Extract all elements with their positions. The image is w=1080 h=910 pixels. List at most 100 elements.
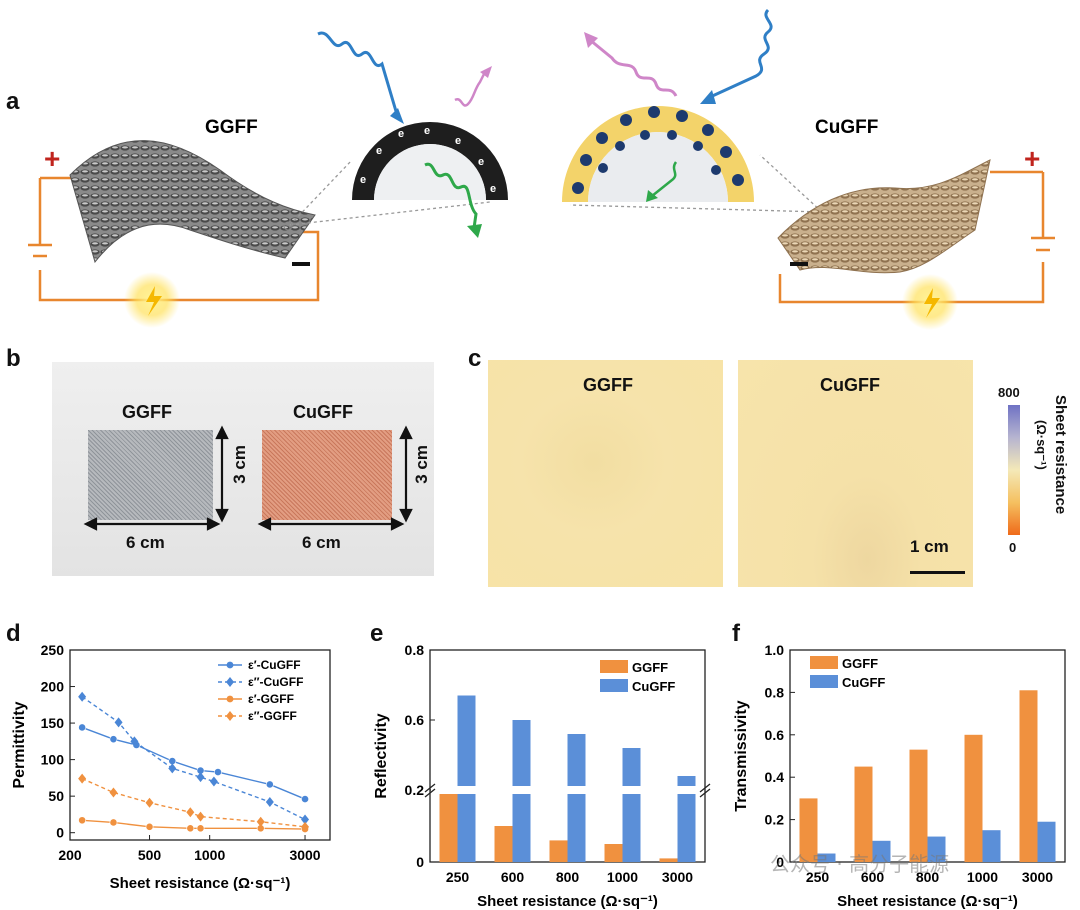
data-point xyxy=(256,816,265,827)
data-point xyxy=(109,735,118,744)
bar xyxy=(604,844,623,862)
bar xyxy=(659,858,678,862)
y-tick-label: 0.8 xyxy=(405,642,425,658)
x-tick-label: 600 xyxy=(501,869,525,885)
left-lightning-icon xyxy=(146,286,162,316)
ggff-incident-wave xyxy=(317,31,400,119)
legend-label: CuGFF xyxy=(632,679,675,694)
bar xyxy=(1019,690,1038,862)
axis-break-mark xyxy=(424,788,436,798)
schematic-ggff-label: GGFF xyxy=(205,117,258,138)
x-tick-label: 250 xyxy=(446,869,470,885)
colorbar-min: 0 xyxy=(1009,540,1017,555)
ggff-height-label: 3 cm xyxy=(230,445,249,484)
panel-label-c: c xyxy=(468,345,482,372)
legend-swatch xyxy=(600,679,628,692)
svg-text:e: e xyxy=(376,145,382,157)
y-tick-label: 150 xyxy=(41,715,65,731)
bar xyxy=(1037,821,1056,862)
right-lightning-icon xyxy=(924,288,940,318)
series-line xyxy=(81,726,306,800)
ggff-sample xyxy=(88,430,213,520)
x-tick-label: 200 xyxy=(58,847,82,863)
left-plus-sign: + xyxy=(44,143,60,174)
x-tick-label: 1000 xyxy=(194,847,225,863)
data-point xyxy=(109,818,118,827)
svg-text:e: e xyxy=(455,135,461,147)
legend-label: CuGFF xyxy=(842,675,885,690)
x-tick-label: 1000 xyxy=(967,869,998,885)
svg-text:e: e xyxy=(398,128,404,140)
data-point xyxy=(301,795,309,803)
legend-marker xyxy=(226,695,234,703)
y-tick-label: 0.4 xyxy=(765,769,785,785)
colorbar xyxy=(1008,405,1020,535)
legend-marker xyxy=(226,677,234,687)
data-point xyxy=(145,797,154,808)
left-circuit xyxy=(38,176,320,302)
ggff-electrons: e e e e e e e xyxy=(360,125,496,195)
ggff-fabric xyxy=(69,140,316,264)
permittivity-chart: 0 50 100 150 200 250 200 500 1000 3000 Sheet resis… xyxy=(11,642,331,892)
schematic-cugff-label: CuGFF xyxy=(815,117,878,138)
cugff-reflected-wave xyxy=(589,38,678,97)
legend-swatch xyxy=(810,656,838,669)
data-point xyxy=(168,763,177,774)
x-axis-label: Sheet resistance (Ω·sq⁻¹) xyxy=(477,893,658,910)
bar xyxy=(457,695,476,862)
panel-label-f: f xyxy=(732,620,740,647)
x-tick-label: 3000 xyxy=(289,847,320,863)
y-tick-label: 250 xyxy=(41,642,65,658)
bar xyxy=(982,830,1001,862)
data-point xyxy=(265,780,274,789)
photo-scale-arrows xyxy=(83,425,413,531)
ggff-reflected-wave xyxy=(454,69,488,107)
ggff-semicircle xyxy=(352,122,508,200)
legend-swatch xyxy=(600,660,628,673)
right-plus-sign: + xyxy=(1024,143,1040,174)
y-tick-label: 0.2 xyxy=(765,812,785,828)
y-tick-label: 0 xyxy=(56,825,64,841)
panel-label-d: d xyxy=(6,620,21,647)
svg-text:e: e xyxy=(424,125,430,137)
y-tick-label: 50 xyxy=(48,788,64,804)
y-tick-label: 0 xyxy=(776,854,784,870)
bar xyxy=(927,836,946,862)
x-axis-label: Sheet resistance (Ω·sq⁻¹) xyxy=(837,893,1018,910)
x-tick-label: 1000 xyxy=(607,869,638,885)
data-point xyxy=(78,691,87,702)
colorbar-max: 800 xyxy=(998,385,1020,400)
x-axis-label: Sheet resistance (Ω·sq⁻¹) xyxy=(110,875,291,892)
scale-bar-label: 1 cm xyxy=(910,537,949,556)
x-tick-label: 800 xyxy=(916,869,940,885)
y-tick-label: 0 xyxy=(416,854,424,870)
colorbar-unit: (Ω·sq⁻¹) xyxy=(1034,420,1049,470)
plot-frame xyxy=(69,649,331,841)
bar xyxy=(439,793,458,862)
x-tick-label: 600 xyxy=(861,869,885,885)
bar xyxy=(909,749,928,862)
legend-marker xyxy=(226,711,234,721)
ggff-transmitted-wave xyxy=(424,162,478,229)
cugff-incident-wave xyxy=(707,8,773,100)
bar xyxy=(854,766,873,862)
right-minus-sign xyxy=(790,262,808,266)
svg-text:e: e xyxy=(360,174,366,186)
ggff-width-label: 6 cm xyxy=(126,533,165,552)
y-tick-label: 0.6 xyxy=(405,712,425,728)
data-point xyxy=(78,773,87,784)
svg-text:e: e xyxy=(490,183,496,195)
data-point xyxy=(186,824,195,833)
x-tick-label: 250 xyxy=(806,869,830,885)
cugff-resistance-map xyxy=(738,360,973,587)
x-tick-label: 500 xyxy=(138,847,162,863)
legend-label: ε′-CuGFF xyxy=(248,658,301,672)
panel-a-schematic: + GGFF e e e e e e e xyxy=(28,8,1055,330)
y-tick-label: 200 xyxy=(41,679,65,695)
panel-label-e: e xyxy=(370,620,384,647)
bar xyxy=(622,748,641,862)
data-point xyxy=(196,772,205,783)
legend-swatch xyxy=(810,675,838,688)
bar xyxy=(549,840,568,862)
